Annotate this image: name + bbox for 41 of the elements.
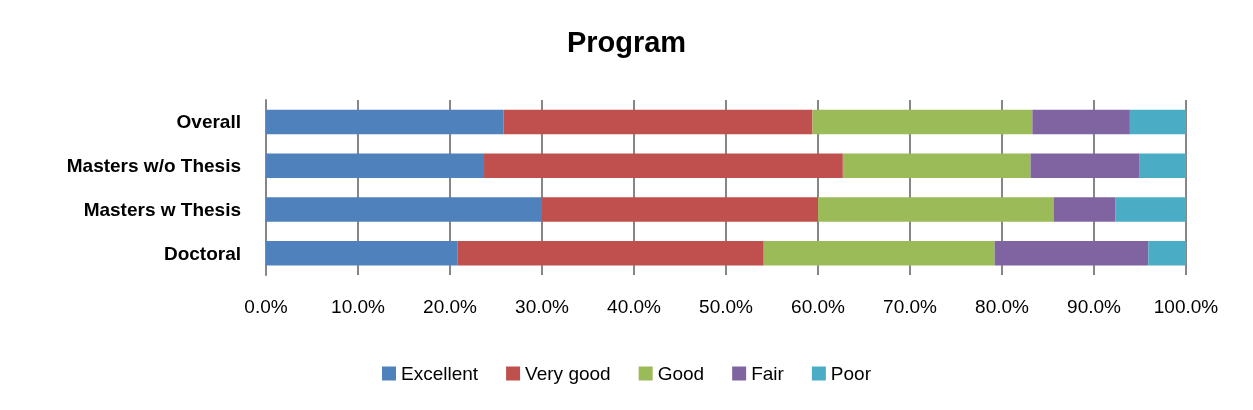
bar	[1129, 109, 1186, 135]
y-tick-label: Overall	[176, 111, 241, 133]
x-tick-label: 80.0%	[975, 296, 1030, 317]
x-tick-label: 100.0%	[1153, 296, 1219, 317]
bar	[484, 153, 843, 178]
bar	[542, 197, 818, 222]
x-tick-label: 40.0%	[607, 296, 662, 317]
x-tick-label: 20.0%	[423, 296, 478, 317]
legend-label: Very good	[525, 363, 611, 384]
chart-title: Program	[566, 25, 687, 58]
x-tick-label: 90.0%	[1067, 296, 1122, 317]
x-tick-label: 50.0%	[699, 296, 754, 317]
bar	[457, 240, 764, 266]
bar	[842, 153, 1031, 178]
bar	[503, 109, 813, 135]
bar	[1139, 153, 1186, 178]
y-tick-label: Masters w Thesis	[83, 198, 241, 220]
bar	[1030, 153, 1140, 178]
legend-label: Fair	[751, 363, 785, 384]
legend-label: Good	[657, 363, 705, 384]
x-tick-label: 60.0%	[791, 296, 846, 317]
y-tick-label: Doctoral	[163, 242, 241, 264]
legend-label: Poor	[830, 363, 872, 384]
bar	[763, 240, 995, 266]
bar	[818, 197, 1054, 222]
x-tick-label: 70.0%	[883, 296, 938, 317]
y-tick-label: Masters w/o Thesis	[66, 155, 241, 177]
bar	[1115, 197, 1186, 222]
x-tick-label: 30.0%	[515, 296, 570, 317]
x-tick-label: 0.0%	[244, 296, 288, 317]
bar	[266, 197, 542, 222]
bar	[266, 153, 485, 178]
bar	[1053, 197, 1116, 222]
legend-label: Excellent	[401, 363, 479, 384]
bar	[1032, 109, 1130, 135]
bar	[266, 240, 458, 266]
x-tick-label: 10.0%	[331, 296, 386, 317]
bar	[1148, 240, 1186, 266]
bar	[812, 109, 1033, 135]
bar	[994, 240, 1149, 266]
bar	[266, 109, 504, 135]
